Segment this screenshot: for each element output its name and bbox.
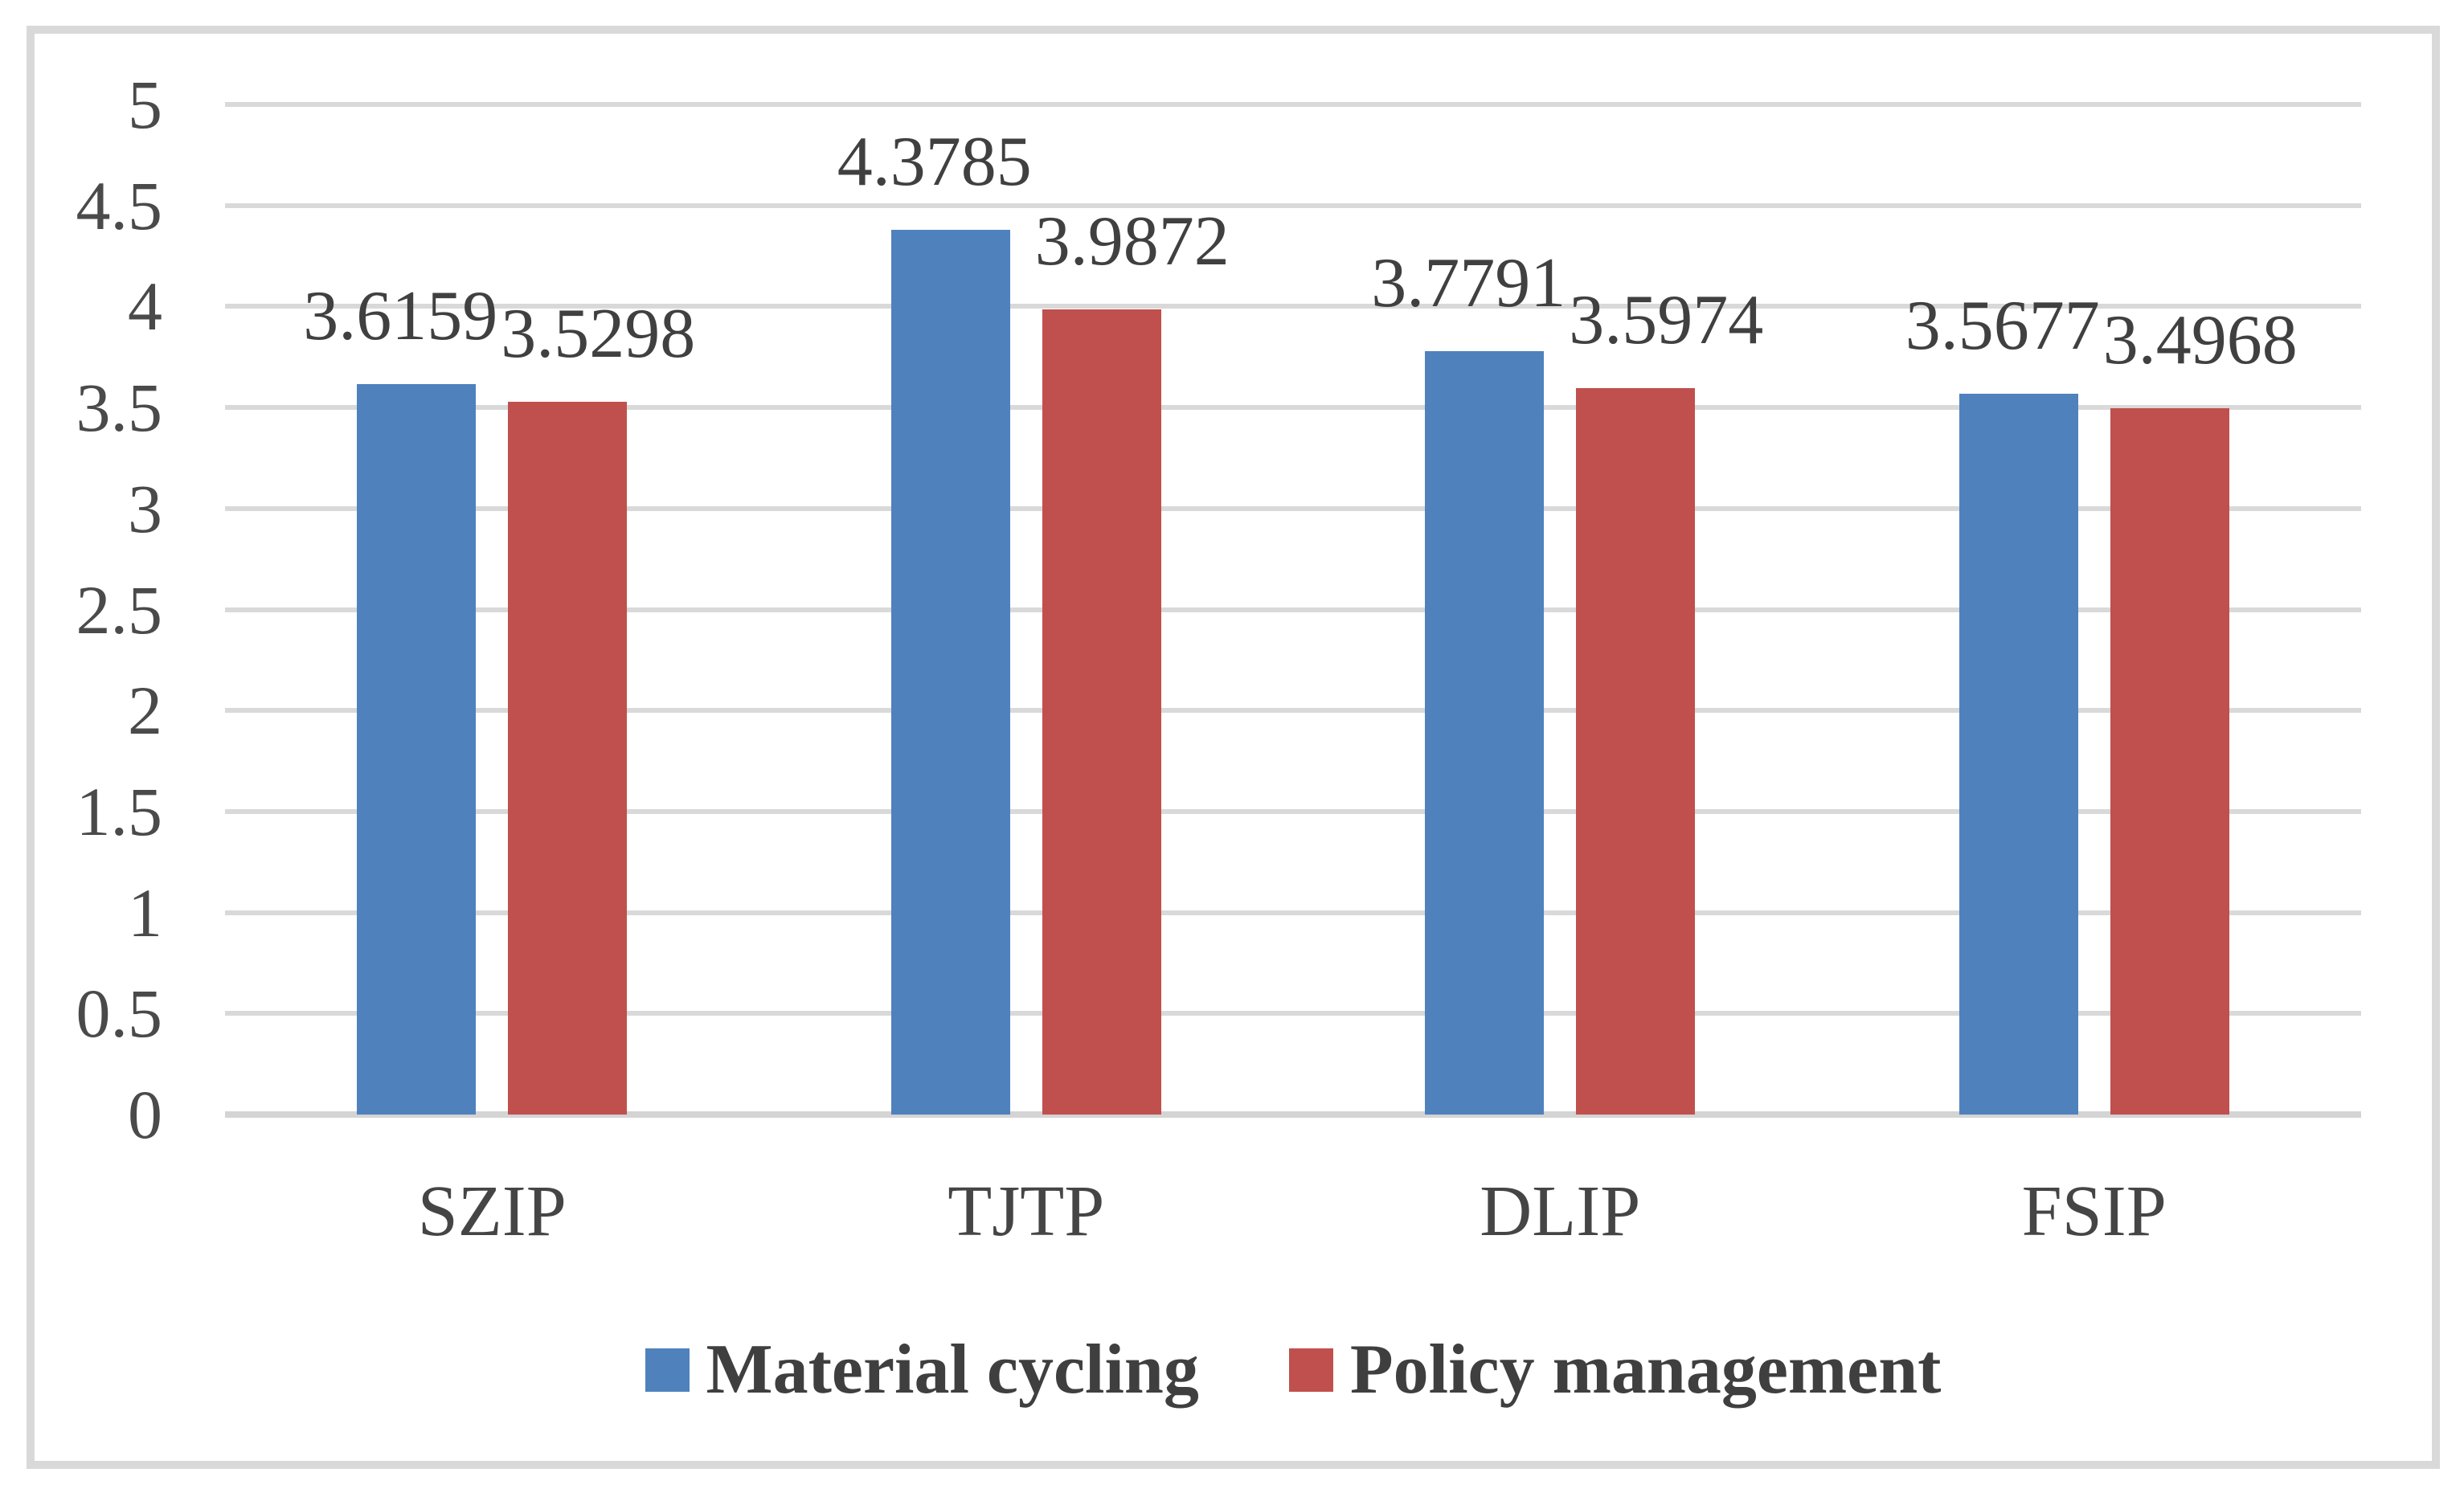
bar-material-cycling-tjtp bbox=[890, 230, 1010, 1115]
category-group-dlip: 3.7791 3.5974 bbox=[1293, 104, 1828, 1115]
bar-groups: 3.6159 3.5298 4.3785 3.9872 3.7791 3.5974 3.56… bbox=[225, 104, 2361, 1115]
data-label-material-cycling-tjtp: 4.3785 bbox=[837, 123, 1032, 202]
bar-policy-management-fsip bbox=[2110, 407, 2229, 1115]
bar-policy-management-dlip bbox=[1576, 387, 1696, 1115]
y-tick-label-4.5: 4.5 bbox=[76, 166, 163, 244]
plot-area: 0 0.5 1 1.5 2 2.5 3 3.5 4 4.5 5 3.6159 3.5298 4.3785 3… bbox=[76, 70, 2361, 1149]
y-tick-label-0.5: 0.5 bbox=[76, 975, 163, 1053]
x-category-label-szip: SZIP bbox=[417, 1172, 567, 1251]
data-label-material-cycling-szip: 3.6159 bbox=[303, 276, 498, 355]
data-label-policy-management-fsip: 3.4968 bbox=[2102, 301, 2298, 379]
gridline-3 bbox=[225, 505, 2361, 511]
gridline-4 bbox=[225, 304, 2361, 309]
gridline-2.5 bbox=[225, 607, 2361, 612]
y-tick-label-2: 2 bbox=[128, 672, 162, 750]
legend-swatch-policy-management bbox=[1288, 1348, 1333, 1392]
data-label-policy-management-tjtp: 3.9872 bbox=[1034, 202, 1230, 280]
x-category-label-tjtp: TJTP bbox=[948, 1172, 1105, 1251]
legend-label-material-cycling: Material cycling bbox=[706, 1331, 1199, 1409]
bar-material-cycling-dlip bbox=[1425, 350, 1545, 1115]
legend: Material cycling Policy management bbox=[225, 1326, 2361, 1414]
y-tick-label-1.5: 1.5 bbox=[76, 772, 163, 850]
y-tick-label-3.5: 3.5 bbox=[76, 369, 163, 447]
legend-item-policy-management: Policy management bbox=[1288, 1331, 1942, 1409]
bar-policy-management-szip bbox=[508, 401, 628, 1115]
gridline-2 bbox=[225, 708, 2361, 714]
y-tick-label-4: 4 bbox=[128, 268, 162, 346]
legend-label-policy-management: Policy management bbox=[1349, 1331, 1942, 1409]
legend-swatch-material-cycling bbox=[645, 1348, 690, 1392]
category-group-fsip: 3.5677 3.4968 bbox=[1828, 104, 2362, 1115]
x-category-label-dlip: DLIP bbox=[1480, 1172, 1641, 1251]
data-label-material-cycling-fsip: 3.5677 bbox=[1905, 287, 2100, 366]
gridline-0.5 bbox=[225, 1011, 2361, 1017]
gridline-5 bbox=[225, 102, 2361, 107]
x-category-label-fsip: FSIP bbox=[2021, 1172, 2167, 1251]
y-tick-label-0: 0 bbox=[128, 1076, 162, 1153]
x-axis-category-labels: SZIP TJTP DLIP FSIP bbox=[225, 1173, 2361, 1250]
gridline-1 bbox=[225, 910, 2361, 915]
y-tick-label-3: 3 bbox=[128, 469, 162, 547]
data-label-policy-management-szip: 3.5298 bbox=[501, 294, 696, 373]
chart-frame: 0 0.5 1 1.5 2 2.5 3 3.5 4 4.5 5 3.6159 3.5298 4.3785 3… bbox=[27, 26, 2440, 1469]
category-group-tjtp: 4.3785 3.9872 bbox=[759, 104, 1294, 1115]
bar-policy-management-tjtp bbox=[1042, 309, 1161, 1115]
gridline-4.5 bbox=[225, 202, 2361, 208]
gridline-3.5 bbox=[225, 405, 2361, 411]
bar-material-cycling-szip bbox=[357, 383, 477, 1115]
y-tick-label-1: 1 bbox=[128, 873, 162, 951]
x-axis-line bbox=[225, 1111, 2361, 1118]
category-group-szip: 3.6159 3.5298 bbox=[225, 104, 759, 1115]
bar-material-cycling-fsip bbox=[1959, 394, 2078, 1115]
y-tick-label-2.5: 2.5 bbox=[76, 571, 163, 648]
legend-item-material-cycling: Material cycling bbox=[645, 1335, 1199, 1405]
data-label-material-cycling-dlip: 3.7791 bbox=[1371, 243, 1566, 322]
y-tick-label-5: 5 bbox=[128, 66, 162, 143]
gridline-1.5 bbox=[225, 808, 2361, 814]
data-label-policy-management-dlip: 3.5974 bbox=[1569, 280, 1764, 359]
